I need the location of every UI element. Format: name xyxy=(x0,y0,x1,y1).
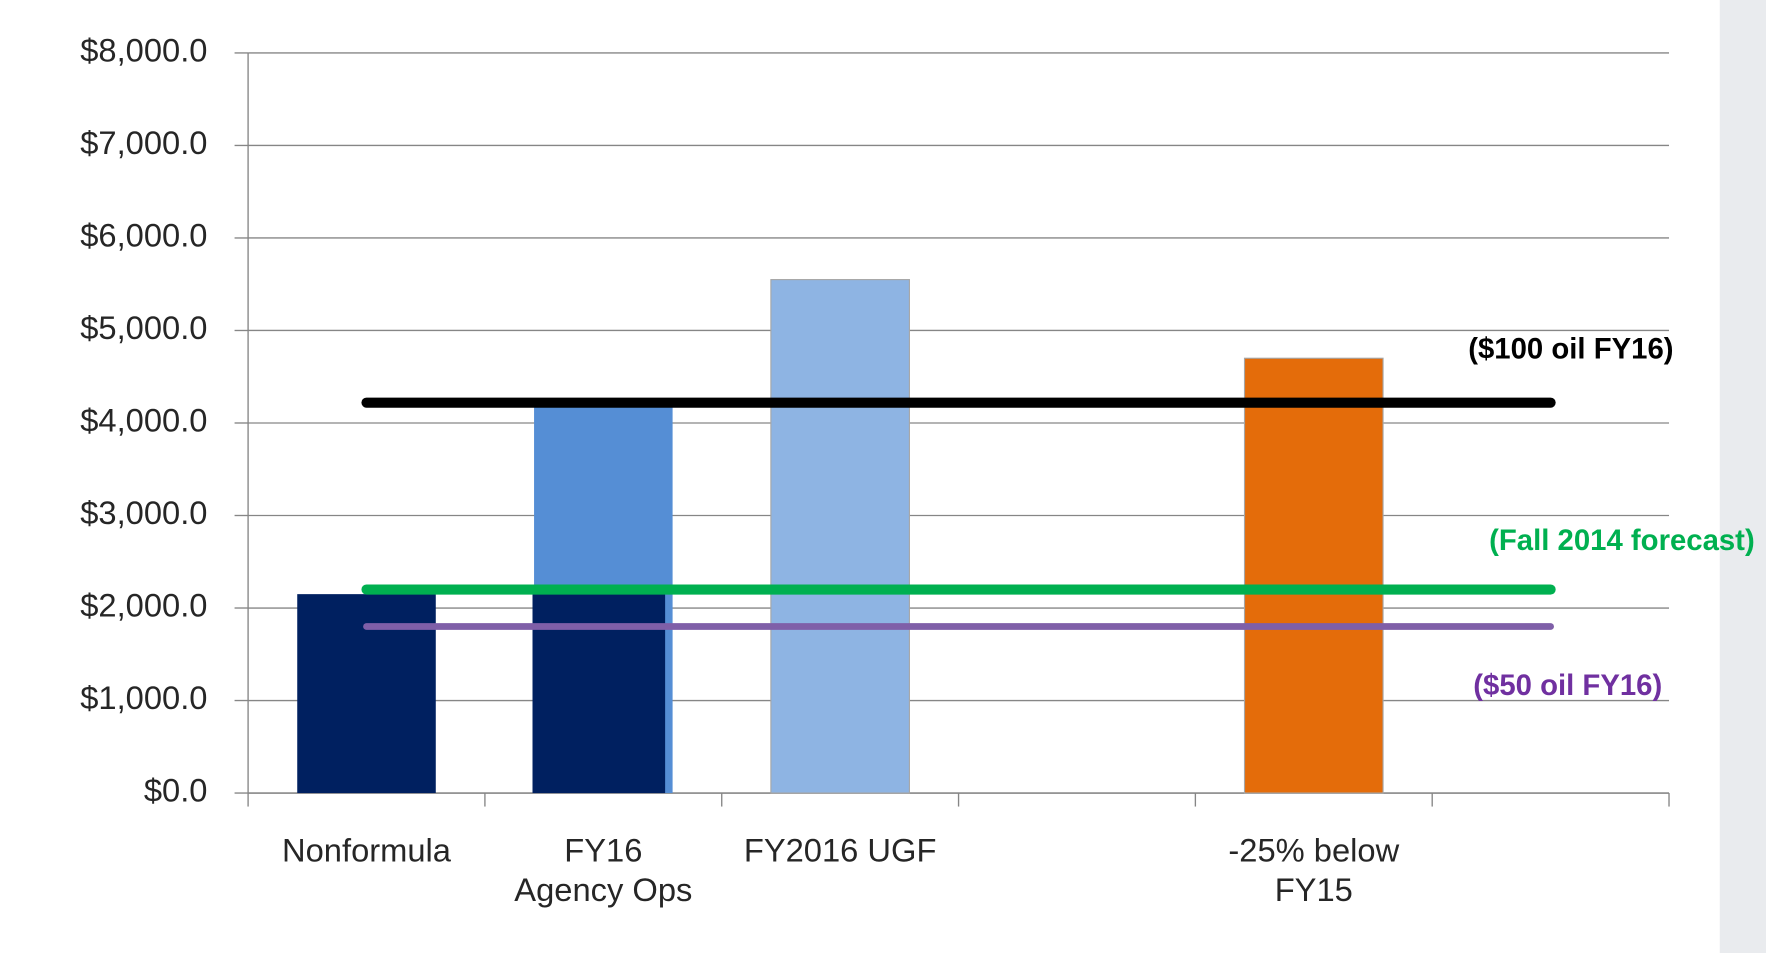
y-tick-label: $4,000.0 xyxy=(80,402,207,439)
y-tick-label: $8,000.0 xyxy=(80,32,207,69)
reference-label: (Fall 2014 forecast) xyxy=(1489,524,1755,557)
reference-label: ($50 oil FY16) xyxy=(1473,669,1662,702)
y-tick-label: $6,000.0 xyxy=(80,217,207,254)
side-band xyxy=(1719,0,1766,953)
y-tick-label: $2,000.0 xyxy=(80,587,207,624)
x-tick-label: -25% below FY15 xyxy=(1228,832,1399,908)
bar xyxy=(770,279,910,794)
plot-area: $0.0 $1,000.0 $2,000.0 $3,000.0 $4,000.0 $5,0… xyxy=(80,32,1754,908)
y-tick-label: $1,000.0 xyxy=(80,679,207,716)
y-tick-label: $0.0 xyxy=(144,772,208,809)
x-tick-label: FY2016 UGF xyxy=(744,832,937,869)
y-tick-label: $3,000.0 xyxy=(80,494,207,531)
reference-label: ($100 oil FY16) xyxy=(1468,333,1673,366)
bar xyxy=(1243,357,1384,794)
x-tick-label: FY16 Agency Ops xyxy=(514,832,692,908)
y-tick-label: $7,000.0 xyxy=(80,124,207,161)
x-tick-label: Nonformula xyxy=(282,832,452,869)
y-tick-label: $5,000.0 xyxy=(80,309,207,346)
